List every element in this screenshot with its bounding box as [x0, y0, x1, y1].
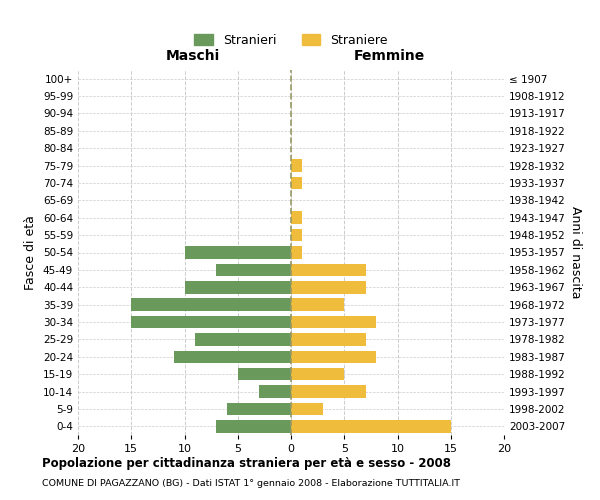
Bar: [291, 281, 365, 293]
Bar: [131, 298, 291, 311]
Bar: [291, 386, 365, 398]
Bar: [291, 264, 365, 276]
Bar: [259, 386, 291, 398]
Bar: [291, 402, 323, 415]
Bar: [291, 246, 302, 259]
Bar: [217, 420, 291, 432]
Bar: [238, 368, 291, 380]
Bar: [291, 160, 302, 172]
Y-axis label: Anni di nascita: Anni di nascita: [569, 206, 582, 298]
Bar: [291, 420, 451, 432]
Bar: [217, 264, 291, 276]
Bar: [291, 229, 302, 241]
Bar: [185, 246, 291, 259]
Bar: [291, 316, 376, 328]
Text: COMUNE DI PAGAZZANO (BG) - Dati ISTAT 1° gennaio 2008 - Elaborazione TUTTITALIA.: COMUNE DI PAGAZZANO (BG) - Dati ISTAT 1°…: [42, 479, 460, 488]
Bar: [291, 350, 376, 363]
Bar: [195, 333, 291, 345]
Bar: [131, 316, 291, 328]
Bar: [291, 176, 302, 189]
Y-axis label: Fasce di età: Fasce di età: [25, 215, 37, 290]
Bar: [291, 212, 302, 224]
Bar: [291, 333, 365, 345]
Bar: [291, 368, 344, 380]
Bar: [227, 402, 291, 415]
Text: Popolazione per cittadinanza straniera per età e sesso - 2008: Popolazione per cittadinanza straniera p…: [42, 458, 451, 470]
Text: Maschi: Maschi: [166, 48, 220, 62]
Legend: Stranieri, Straniere: Stranieri, Straniere: [189, 29, 393, 52]
Bar: [174, 350, 291, 363]
Bar: [291, 298, 344, 311]
Bar: [185, 281, 291, 293]
Text: Femmine: Femmine: [353, 48, 425, 62]
